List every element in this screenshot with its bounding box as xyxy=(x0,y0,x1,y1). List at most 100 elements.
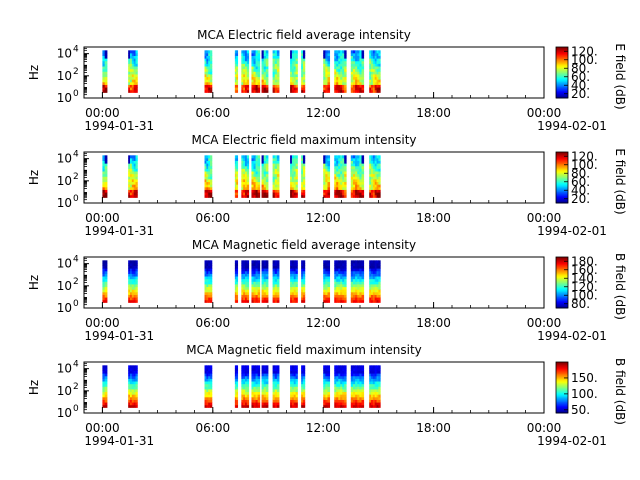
spectrogram-cell xyxy=(295,383,298,387)
spectrogram-cell xyxy=(133,163,136,167)
spectrogram-cell xyxy=(133,396,136,400)
spectrogram-cell xyxy=(352,378,356,382)
spectrogram-cell xyxy=(336,155,339,159)
spectrogram-cell xyxy=(257,60,261,64)
spectrogram-cell xyxy=(302,79,306,83)
spectrogram-cell xyxy=(263,60,267,64)
spectrogram-cell xyxy=(378,186,381,190)
spectrogram-cell xyxy=(355,66,358,70)
spectrogram-cell xyxy=(357,160,360,164)
spectrogram-cell xyxy=(263,184,267,188)
spectrogram-cell xyxy=(246,84,250,88)
spectrogram-cell xyxy=(369,66,372,70)
spectrogram-cell xyxy=(276,168,280,172)
spectrogram-cell xyxy=(293,281,296,285)
spectrogram-cell xyxy=(293,181,296,185)
spectrogram-cell xyxy=(131,66,135,70)
spectrogram-cell xyxy=(131,270,135,274)
spectrogram-cell xyxy=(131,157,135,161)
spectrogram-cell xyxy=(291,265,295,269)
spectrogram-cell xyxy=(336,74,339,78)
spectrogram-cell xyxy=(290,52,293,56)
spectrogram-cell xyxy=(241,160,244,164)
spectrogram-cell xyxy=(135,189,138,193)
spectrogram-cell xyxy=(135,165,138,169)
spectrogram-cell xyxy=(245,386,248,390)
spectrogram-cell xyxy=(236,68,239,72)
spectrogram-cell xyxy=(376,89,379,93)
spectrogram-cell xyxy=(253,155,256,159)
spectrogram-cell xyxy=(135,71,138,75)
spectrogram-cell xyxy=(241,71,244,75)
colorbar-segment xyxy=(556,155,568,158)
spectrogram-cell xyxy=(295,76,298,80)
spectrogram-cell xyxy=(369,299,372,303)
y-tick-label: 10 xyxy=(57,279,72,293)
spectrogram-cell xyxy=(253,389,256,393)
spectrogram-cell xyxy=(253,299,256,303)
spectrogram-cell xyxy=(253,165,256,169)
spectrogram-cell xyxy=(133,186,136,190)
spectrogram-cell xyxy=(340,165,343,169)
spectrogram-cell xyxy=(376,260,379,264)
spectrogram-cell xyxy=(206,383,209,387)
spectrogram-cell xyxy=(104,404,108,408)
spectrogram-cell xyxy=(295,365,298,369)
spectrogram-cell xyxy=(253,365,256,369)
spectrogram-cell xyxy=(135,186,138,190)
spectrogram-cell xyxy=(208,84,211,88)
spectrogram-cell xyxy=(291,81,295,85)
spectrogram-cell xyxy=(325,63,328,67)
spectrogram-cell xyxy=(291,268,295,272)
spectrogram-cell xyxy=(204,286,207,290)
spectrogram-cell xyxy=(204,52,207,56)
spectrogram-cell xyxy=(102,367,106,371)
spectrogram-cell xyxy=(369,399,372,403)
spectrogram-cell xyxy=(241,176,244,180)
spectrogram-cell xyxy=(359,52,362,56)
spectrogram-cell xyxy=(323,186,326,190)
spectrogram-cell xyxy=(257,268,261,272)
spectrogram-cell xyxy=(102,399,106,403)
spectrogram-cell xyxy=(236,157,239,161)
spectrogram-cell xyxy=(274,186,278,190)
spectrogram-cell xyxy=(265,168,269,172)
spectrogram-cell xyxy=(243,176,246,180)
spectrogram-cell xyxy=(272,194,276,198)
spectrogram-cell xyxy=(378,68,381,72)
spectrogram-cell xyxy=(357,89,360,93)
spectrogram-cell xyxy=(276,194,280,198)
spectrogram-cell xyxy=(295,165,298,169)
spectrogram-cell xyxy=(327,52,331,56)
spectrogram-cell xyxy=(131,383,135,387)
spectrogram-cell xyxy=(206,192,209,196)
spectrogram-cell xyxy=(293,58,296,62)
spectrogram-cell xyxy=(128,74,131,78)
spectrogram-cell xyxy=(245,367,248,371)
spectrogram-cell xyxy=(291,71,295,75)
spectrogram-cell xyxy=(323,66,326,70)
spectrogram-cell xyxy=(302,284,306,288)
spectrogram-cell xyxy=(208,71,211,75)
spectrogram-cell xyxy=(243,399,246,403)
spectrogram-cell xyxy=(327,87,331,91)
spectrogram-cell xyxy=(336,179,339,183)
spectrogram-cell xyxy=(293,404,296,408)
spectrogram-cell xyxy=(206,370,209,374)
spectrogram-cell xyxy=(374,299,377,303)
y-tick-exponent: 2 xyxy=(73,382,79,392)
spectrogram-cell xyxy=(253,278,256,282)
spectrogram-cell xyxy=(334,276,337,280)
spectrogram-cell xyxy=(104,63,108,67)
spectrogram-cell xyxy=(340,176,343,180)
spectrogram-cell xyxy=(338,299,341,303)
colorbar-segment xyxy=(556,62,568,65)
spectrogram-cell xyxy=(290,171,293,175)
spectrogram-cell xyxy=(361,378,365,382)
spectrogram-cell xyxy=(255,186,259,190)
spectrogram-cell xyxy=(374,52,377,56)
spectrogram-cell xyxy=(274,389,278,393)
spectrogram-cell xyxy=(357,297,360,301)
spectrogram-cell xyxy=(133,155,136,159)
spectrogram-cell xyxy=(355,165,358,169)
